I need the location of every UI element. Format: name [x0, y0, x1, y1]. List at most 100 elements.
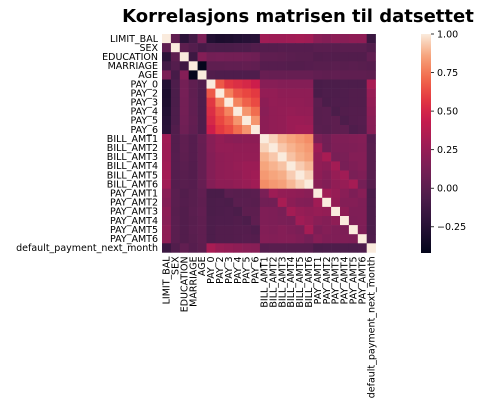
- heatmap-cell: [286, 216, 296, 226]
- heatmap-cell: [340, 216, 350, 226]
- heatmap-cell: [170, 188, 181, 199]
- heatmap-cell: [295, 161, 305, 171]
- y-tick-label: BILL_AMT1: [107, 134, 158, 145]
- heatmap-cell: [242, 206, 252, 217]
- heatmap-cell: [304, 170, 314, 180]
- heatmap-cell: [295, 70, 305, 80]
- heatmap-cell: [162, 143, 172, 153]
- heatmap-cell: [259, 125, 270, 135]
- heatmap-cell: [304, 52, 314, 62]
- heatmap-cell: [162, 43, 172, 53]
- heatmap-cell: [242, 43, 252, 53]
- heatmap-cell: [242, 225, 252, 235]
- heatmap-cell: [179, 143, 189, 153]
- heatmap-cell: [170, 152, 181, 162]
- heatmap-cell: [215, 125, 225, 135]
- heatmap-cell: [206, 61, 216, 71]
- heatmap-cell: [277, 197, 287, 208]
- heatmap-cell: [295, 43, 305, 53]
- heatmap-cell: [251, 143, 261, 153]
- heatmap-cell: [242, 134, 252, 144]
- heatmap-cell: [215, 134, 225, 144]
- heatmap-cell: [233, 115, 243, 126]
- heatmap-cell: [162, 61, 172, 71]
- heatmap-cell: [286, 70, 296, 80]
- heatmap-cell: [215, 161, 225, 171]
- heatmap-cell: [188, 34, 198, 44]
- heatmap-cell: [331, 234, 341, 244]
- heatmap-cell: [322, 243, 332, 253]
- heatmap-cell: [197, 106, 207, 117]
- heatmap-cell: [188, 88, 198, 98]
- x-tick-label: PAY_0: [206, 256, 217, 283]
- x-tick-label: PAY_3: [224, 256, 235, 283]
- heatmap-cell: [179, 179, 189, 189]
- y-tick-label: BILL_AMT4: [107, 161, 158, 172]
- heatmap-cell: [259, 225, 270, 235]
- heatmap-cell: [179, 97, 189, 108]
- heatmap-cell: [259, 43, 270, 53]
- heatmap-cell: [268, 206, 278, 217]
- heatmap-cell: [366, 134, 376, 144]
- heatmap-cell: [242, 61, 252, 71]
- heatmap-cell: [188, 79, 198, 89]
- heatmap-cell: [277, 115, 287, 126]
- heatmap-cell: [331, 143, 341, 153]
- heatmap-cell: [313, 97, 323, 108]
- heatmap-cell: [322, 234, 332, 244]
- heatmap-cell: [286, 115, 296, 126]
- heatmap-cell: [197, 216, 207, 226]
- heatmap-cell: [357, 197, 367, 208]
- heatmap-cell: [242, 34, 252, 44]
- heatmap-cell: [357, 179, 367, 189]
- heatmap-cell: [188, 115, 198, 126]
- heatmap-cell: [286, 206, 296, 217]
- heatmap-cell: [162, 170, 172, 180]
- heatmap-cell: [277, 79, 287, 89]
- heatmap-cell: [224, 243, 234, 253]
- heatmap-cell: [197, 197, 207, 208]
- heatmap-cell: [224, 188, 234, 199]
- heatmap-cell: [233, 152, 243, 162]
- heatmap-cell: [340, 106, 350, 117]
- heatmap-cell: [259, 234, 270, 244]
- x-tick-label: EDUCATION: [179, 256, 190, 312]
- heatmap-cell: [251, 61, 261, 71]
- colorbar-tick-label: −0.25: [437, 222, 466, 233]
- chart-title: Korrelasjons matrisen til datsettet: [122, 6, 474, 27]
- heatmap-cell: [313, 88, 323, 98]
- heatmap-cell: [322, 34, 332, 44]
- heatmap-cell: [331, 170, 341, 180]
- heatmap-cell: [206, 179, 216, 189]
- heatmap-cell: [268, 179, 278, 189]
- heatmap-cell: [340, 115, 350, 126]
- heatmap-cell: [188, 143, 198, 153]
- heatmap-cell: [357, 88, 367, 98]
- heatmap-cell: [340, 97, 350, 108]
- heatmap-cell: [197, 88, 207, 98]
- heatmap-cell: [224, 143, 234, 153]
- heatmap-cell: [277, 106, 287, 117]
- heatmap-cell: [162, 125, 172, 135]
- heatmap-cell: [251, 206, 261, 217]
- y-tick-label: PAY_5: [131, 116, 158, 127]
- heatmap-cell: [322, 179, 332, 189]
- heatmap-cell: [366, 216, 376, 226]
- heatmap-cell: [197, 97, 207, 108]
- heatmap-cell: [322, 170, 332, 180]
- heatmap-cell: [259, 52, 270, 62]
- heatmap-cell: [251, 134, 261, 144]
- heatmap-cell: [188, 70, 198, 80]
- heatmap-cell: [295, 225, 305, 235]
- heatmap-cell: [224, 134, 234, 144]
- heatmap-cell: [197, 134, 207, 144]
- heatmap-cell: [233, 52, 243, 62]
- heatmap-cell: [242, 125, 252, 135]
- heatmap-cell: [286, 43, 296, 53]
- heatmap-cell: [162, 52, 172, 62]
- heatmap-cell: [286, 243, 296, 253]
- heatmap-cell: [331, 43, 341, 53]
- heatmap-cell: [348, 52, 359, 62]
- heatmap-cell: [259, 188, 270, 199]
- heatmap-cell: [357, 115, 367, 126]
